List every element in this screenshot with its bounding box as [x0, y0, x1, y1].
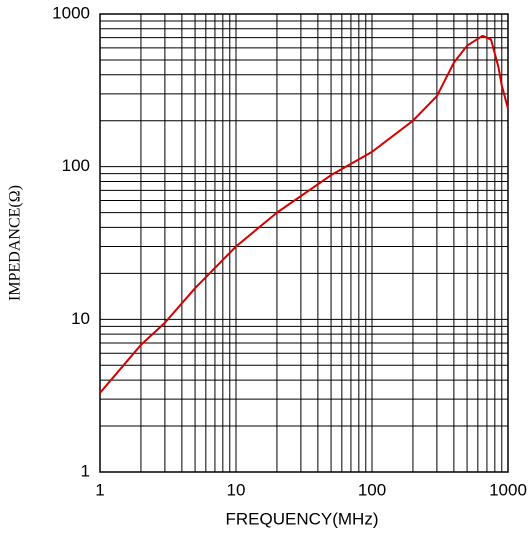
plot-frame	[99, 13, 509, 473]
x-axis-label: FREQUENCY(MHz)	[226, 509, 379, 528]
y-tick-label: 100	[62, 156, 90, 175]
x-tick-label: 1000	[489, 480, 527, 499]
y-tick-label: 10	[71, 309, 90, 328]
x-tick-label: 100	[358, 480, 386, 499]
x-tick-label: 1	[95, 480, 104, 499]
y-axis-label: IMPEDANCE(Ω)	[7, 185, 24, 301]
x-tick-label: 10	[227, 480, 246, 499]
y-tick-label: 1000	[52, 3, 90, 22]
line	[99, 34, 509, 394]
y-tick-label: 1	[81, 461, 90, 480]
